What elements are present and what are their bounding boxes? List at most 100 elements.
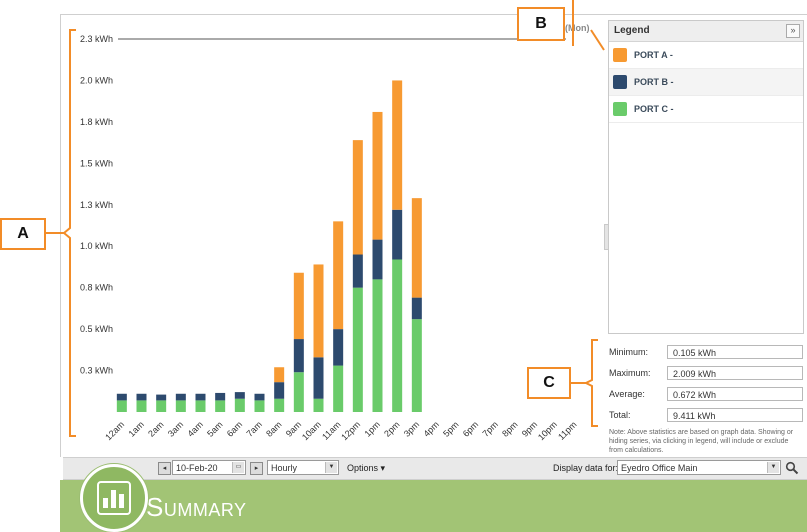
bar-segment (175, 400, 186, 412)
legend-item-port-b[interactable]: PORT B - (609, 69, 803, 96)
bar-segment (116, 393, 127, 401)
bar-segment (333, 365, 344, 412)
y-tick-label: 0.5 kWh (80, 324, 113, 334)
callout-c: C (527, 367, 571, 399)
stat-label: Total: (609, 410, 631, 420)
bar-segment (352, 254, 363, 288)
bar-segment (116, 400, 127, 412)
bar-segment (136, 393, 147, 401)
y-tick-label: 0.8 kWh (80, 283, 113, 293)
bar-segment (372, 279, 383, 412)
y-tick-label: 2.0 kWh (80, 75, 113, 85)
legend-title: Legend (614, 25, 650, 36)
options-menu[interactable]: Options ▾ (347, 463, 386, 473)
brace-a (62, 29, 76, 437)
date-input[interactable]: 10-Feb-20 ▭ (172, 460, 246, 475)
bar-segment (234, 392, 245, 399)
bar-segment (274, 367, 285, 383)
bar-segment (195, 400, 206, 412)
previous-day-button[interactable]: ◂ (158, 462, 171, 475)
bar-segment (156, 400, 167, 412)
bar-segment (313, 398, 324, 412)
search-icon[interactable] (785, 461, 799, 475)
bar-segment (313, 264, 324, 358)
bar-segment (392, 259, 403, 412)
stat-total: Total: 9.411 kWh (608, 408, 804, 424)
stat-maximum-value: 2.009 kWh (667, 366, 803, 380)
legend-swatch (613, 75, 627, 89)
bar-segment (215, 400, 226, 412)
legend-swatch (613, 102, 627, 116)
device-select[interactable]: Eyedro Office Main ▼ (617, 460, 781, 475)
bar-segment (411, 319, 422, 412)
bar-segment (293, 339, 304, 373)
bar-segment (175, 393, 186, 401)
chevron-down-icon: ▼ (325, 462, 337, 473)
bar-segment (333, 221, 344, 330)
bar-segment (372, 111, 383, 240)
interval-value: Hourly (271, 463, 298, 473)
legend-header: Legend » (609, 21, 803, 42)
connector-b (590, 29, 605, 51)
y-tick-label: 1.5 kWh (80, 158, 113, 168)
legend-swatch (613, 48, 627, 62)
display-data-label: Display data for: (553, 463, 619, 473)
bar-segment (352, 140, 363, 255)
y-tick-label: 1.8 kWh (80, 117, 113, 127)
stat-average-value: 0.672 kWh (667, 387, 803, 401)
legend-item-port-a[interactable]: PORT A - (609, 42, 803, 69)
legend-label: PORT B - (634, 77, 674, 87)
calendar-icon[interactable]: ▭ (232, 462, 244, 473)
summary-logo-icon (80, 464, 148, 532)
callout-a: A (0, 218, 46, 250)
bar-segment (195, 393, 206, 401)
stat-label: Minimum: (609, 347, 649, 357)
bar-segment (411, 198, 422, 298)
bar-segment (234, 398, 245, 412)
y-tick-label: 0.3 kWh (80, 366, 113, 376)
bar-segment (156, 394, 167, 401)
summary-banner: Summary (60, 480, 807, 532)
bar-segment (274, 382, 285, 399)
bar-segment (333, 329, 344, 366)
bar-segment (136, 400, 147, 412)
bar-segment (254, 400, 265, 412)
chart-panel (60, 14, 807, 457)
date-value: 10-Feb-20 (176, 463, 218, 473)
legend-panel: Legend » PORT A - PORT B - PORT C - (608, 20, 804, 334)
bar-segment (372, 239, 383, 280)
date-toolbar: ◂ 10-Feb-20 ▭ ▸ Hourly ▼ Options ▾ Displ… (63, 457, 807, 480)
legend-label: PORT A - (634, 50, 673, 60)
stat-label: Maximum: (609, 368, 651, 378)
y-tick-label: 1.3 kWh (80, 200, 113, 210)
legend-collapse-icon[interactable]: » (786, 24, 800, 38)
legend-label: PORT C - (634, 104, 674, 114)
stat-minimum: Minimum: 0.105 kWh (608, 345, 804, 361)
bar-segment (293, 272, 304, 340)
brace-c (583, 339, 598, 427)
bar-segment (411, 297, 422, 320)
bar-segment (392, 80, 403, 210)
stat-average: Average: 0.672 kWh (608, 387, 804, 403)
bar-segment (254, 393, 265, 401)
stat-label: Average: (609, 389, 645, 399)
y-tick-label: 1.0 kWh (80, 241, 113, 251)
chart-annotation: (Mon) (565, 23, 590, 33)
next-day-button[interactable]: ▸ (250, 462, 263, 475)
chevron-down-icon: ▼ (767, 462, 779, 473)
stat-maximum: Maximum: 2.009 kWh (608, 366, 804, 382)
bar-segment (293, 372, 304, 412)
bar-segment (352, 287, 363, 412)
bar-segment (313, 357, 324, 399)
bar-chart-icon (97, 481, 131, 515)
legend-item-port-c[interactable]: PORT C - (609, 96, 803, 123)
y-tick-label: 2.3 kWh (80, 34, 113, 44)
stat-minimum-value: 0.105 kWh (667, 345, 803, 359)
bar-segment (392, 209, 403, 260)
bar-segment (274, 398, 285, 412)
statistics-note: Note: Above statistics are based on grap… (609, 429, 794, 454)
stat-total-value: 9.411 kWh (667, 408, 803, 422)
device-value: Eyedro Office Main (621, 463, 698, 473)
interval-select[interactable]: Hourly ▼ (267, 460, 339, 475)
